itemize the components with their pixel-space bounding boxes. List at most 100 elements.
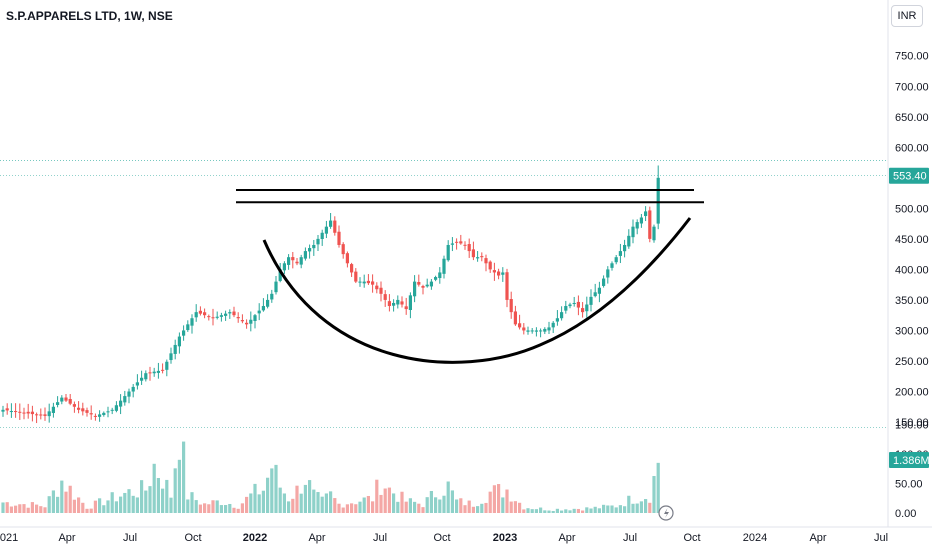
candle-body bbox=[602, 278, 606, 286]
candle-body bbox=[547, 327, 551, 331]
volume-bar bbox=[463, 505, 467, 513]
volume-bar bbox=[354, 504, 358, 513]
candle-body bbox=[522, 327, 526, 331]
candle-body bbox=[140, 377, 144, 381]
candle-body bbox=[228, 312, 232, 314]
last-volume-badge-text: 1.386M bbox=[893, 455, 930, 467]
volume-bar bbox=[375, 479, 379, 513]
candle-body bbox=[463, 244, 467, 246]
volume-bar bbox=[68, 485, 72, 513]
volume-bar bbox=[291, 498, 295, 513]
volume-bar bbox=[413, 501, 417, 513]
volume-bar bbox=[656, 462, 660, 513]
candle-body bbox=[375, 285, 379, 290]
candle-body bbox=[261, 306, 265, 311]
candle-body bbox=[648, 210, 652, 239]
volume-bar bbox=[270, 468, 274, 513]
candle-body bbox=[480, 256, 484, 258]
volume-bar bbox=[169, 497, 173, 513]
volume-bar bbox=[194, 500, 198, 513]
volume-bar bbox=[610, 505, 614, 513]
volume-bar bbox=[140, 480, 144, 513]
pattern-annotations bbox=[236, 189, 704, 364]
candle-body bbox=[639, 217, 643, 224]
volume-bar bbox=[257, 494, 261, 513]
candle-body bbox=[408, 295, 412, 311]
candle-body bbox=[39, 414, 43, 416]
candle-body bbox=[404, 306, 408, 310]
volume-bar bbox=[581, 510, 585, 513]
volume-bar bbox=[341, 507, 345, 513]
volume-bar bbox=[110, 492, 114, 513]
time-tick-label: Apr bbox=[308, 532, 325, 544]
volume-bar bbox=[568, 510, 572, 513]
volume-bar bbox=[312, 489, 316, 513]
candle-body bbox=[450, 243, 454, 245]
volume-bar bbox=[127, 489, 131, 513]
volume-bar bbox=[186, 499, 190, 513]
volume-bar bbox=[358, 501, 362, 513]
candle-body bbox=[434, 277, 438, 280]
candle-body bbox=[215, 316, 219, 318]
volume-bar bbox=[593, 506, 597, 513]
volume-bar bbox=[245, 496, 249, 513]
volume-bar bbox=[484, 502, 488, 513]
time-axis[interactable]: 2021 Apr Jul Oct 2022 Apr Jul Oct 2023 Apr Jul Oct 2… bbox=[0, 532, 888, 544]
candle-body bbox=[530, 330, 534, 332]
candle-body bbox=[396, 299, 400, 305]
candle-body bbox=[249, 319, 253, 324]
volume-bar bbox=[299, 493, 303, 513]
candle-body bbox=[114, 405, 118, 411]
volume-bar bbox=[648, 502, 652, 513]
volume-bar bbox=[602, 504, 606, 513]
volume-bar bbox=[9, 506, 13, 513]
candle-body bbox=[257, 310, 261, 314]
volume-bar bbox=[51, 490, 55, 513]
volume-bar bbox=[119, 496, 123, 513]
volume-bar bbox=[455, 499, 459, 513]
volume-bar bbox=[249, 493, 253, 513]
time-tick-label: Jul bbox=[874, 532, 888, 544]
price-axis[interactable]: 150.00 200.00 250.00 300.00 350.00 400.00 450.… bbox=[895, 51, 929, 520]
volume-bar bbox=[425, 497, 429, 513]
candle-body bbox=[652, 226, 656, 241]
candle-body bbox=[656, 177, 660, 224]
volume-bar bbox=[446, 481, 450, 513]
candle-body bbox=[618, 251, 622, 256]
volume-bar bbox=[408, 498, 412, 513]
candle-body bbox=[551, 322, 555, 328]
volume-bar bbox=[131, 495, 135, 513]
candle-body bbox=[576, 301, 580, 308]
candle-body bbox=[320, 232, 324, 240]
volume-bar bbox=[177, 459, 181, 513]
volume-bar bbox=[30, 502, 34, 513]
candle-body bbox=[119, 400, 123, 407]
candle-body bbox=[492, 270, 496, 273]
candle-body bbox=[68, 398, 72, 404]
candle-body bbox=[476, 257, 480, 259]
candle-body bbox=[366, 280, 370, 284]
candle-body bbox=[589, 296, 593, 305]
price-tick-label: 250.00 bbox=[895, 356, 929, 368]
candle-body bbox=[425, 284, 429, 287]
time-tick-label: Oct bbox=[433, 532, 450, 544]
volume-bar bbox=[182, 441, 186, 513]
candle-body bbox=[106, 411, 110, 413]
volume-bar bbox=[539, 507, 543, 513]
volume-tick-label: 150.00 bbox=[895, 420, 929, 432]
candle-body bbox=[572, 302, 576, 305]
candle-body bbox=[278, 269, 282, 281]
candle-body bbox=[240, 320, 244, 322]
volume-bar bbox=[534, 509, 538, 513]
currency-button[interactable]: INR bbox=[891, 5, 923, 27]
volume-bar bbox=[295, 485, 299, 513]
volume-bar bbox=[572, 508, 576, 513]
volume-bar bbox=[324, 493, 328, 513]
time-tick-label: 2021 bbox=[0, 532, 18, 544]
candle-body bbox=[173, 344, 177, 354]
volume-bar bbox=[623, 506, 627, 513]
axis-badges: 553.40 1.386M bbox=[658, 167, 930, 521]
volume-bar bbox=[438, 499, 442, 513]
candle-body bbox=[270, 293, 274, 300]
